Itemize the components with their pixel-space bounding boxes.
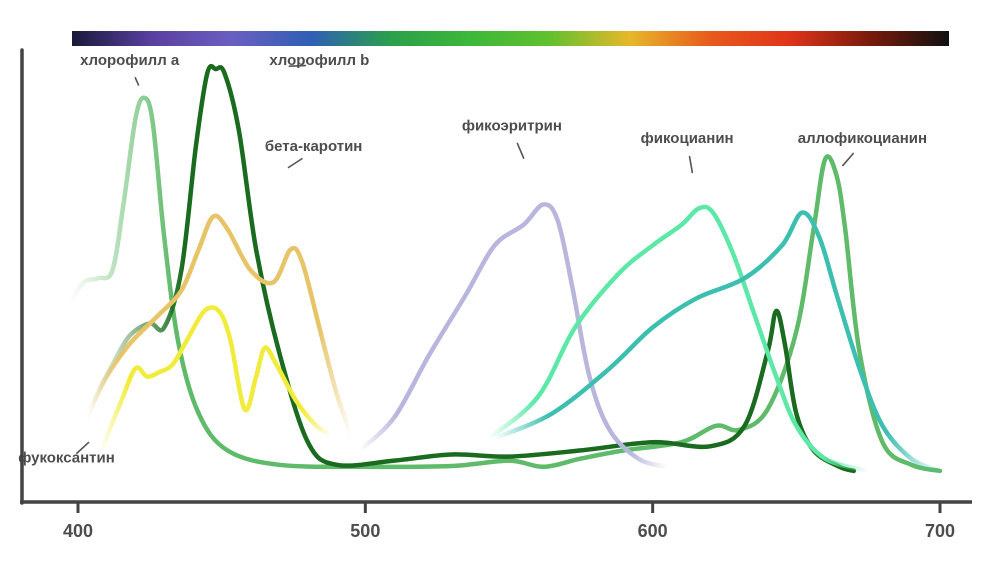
- curve-series-3: [84, 213, 354, 437]
- label-leader-line: [287, 157, 303, 169]
- series-label: аллофикоцианин: [798, 130, 927, 147]
- absorption-curves: [67, 63, 943, 474]
- curve-a: [67, 95, 943, 474]
- series-label: хлорофилл a: [80, 52, 180, 69]
- label-leader-line: [688, 155, 694, 174]
- x-tick-label: 500: [350, 521, 380, 541]
- x-tick-label: 400: [63, 521, 93, 541]
- curve-b: [90, 63, 857, 474]
- label-leader-line: [516, 142, 525, 159]
- label-leader-line: [76, 441, 90, 455]
- series-label: фикоцианин: [641, 130, 734, 147]
- series-label: фикоэритрин: [462, 118, 562, 135]
- curve-series-6: [486, 204, 871, 474]
- x-tick-label: 600: [638, 521, 668, 541]
- series-label: фукоксантин: [18, 450, 115, 467]
- curve-series-7: [492, 210, 943, 474]
- curve-series-5: [357, 202, 670, 470]
- visible-spectrum-bar: [72, 31, 949, 46]
- label-leaders: [76, 64, 855, 455]
- series-label: хлорофилл b: [269, 52, 369, 69]
- series-labels: хлорофилл a хлорофилл b бета-каротин фукокс…: [18, 52, 927, 467]
- axes: [20, 48, 972, 505]
- label-leader-line: [841, 152, 855, 167]
- label-leader-line: [288, 64, 307, 67]
- series-label: бета-каротин: [265, 138, 363, 155]
- curve-series-4: [98, 305, 334, 453]
- x-tick-label: 700: [925, 521, 955, 541]
- x-axis-ticks: 400 500 600 700: [63, 502, 955, 541]
- label-leader-line: [134, 77, 140, 86]
